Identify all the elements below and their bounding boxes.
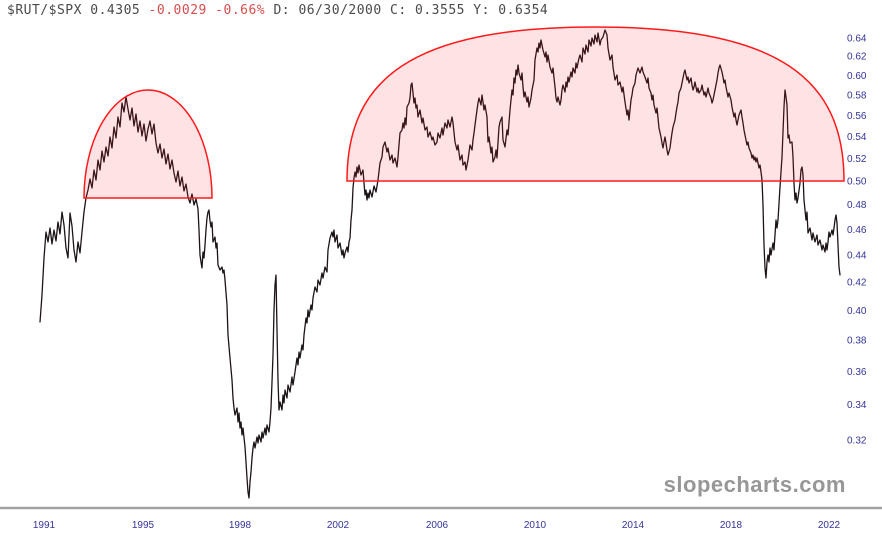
x-tick-label: 2014 (622, 520, 645, 531)
quote-header: $RUT/$SPX 0.4305 -0.0029 -0.66% D: 06/30… (7, 3, 548, 21)
y-tick-label: 0.52 (847, 154, 867, 165)
y-tick-label: 0.46 (847, 225, 867, 236)
y-tick-label: 0.50 (847, 177, 867, 188)
x-tick-label: 1998 (229, 520, 252, 531)
change-value: -0.0029 -0.66% (140, 3, 266, 18)
crosshair-readout: D: 06/30/2000 C: 0.3555 Y: 0.6354 (265, 3, 549, 18)
rounded-top-2002-2020 (346, 26, 845, 182)
price-line (39, 29, 841, 499)
slopecharts-watermark: slopecharts.com (663, 472, 846, 497)
y-axis-labels: 0.64 0.62 0.60 0.58 0.56 0.54 0.52 0.50 0.48 0.46… (847, 33, 867, 446)
y-tick-label: 0.38 (847, 336, 867, 347)
rounded-top-1993-1997 (83, 89, 213, 199)
y-tick-label: 0.60 (847, 71, 867, 82)
x-tick-label: 2010 (524, 520, 547, 531)
symbol-and-price: $RUT/$SPX 0.4305 (7, 3, 141, 18)
y-tick-label: 0.44 (847, 251, 867, 262)
x-tick-label: 2022 (818, 520, 841, 531)
x-axis-labels: 1991 1995 1998 2002 2006 2010 2014 2018 2022 (33, 520, 841, 531)
y-tick-label: 0.64 (847, 33, 867, 44)
y-tick-label: 0.58 (847, 90, 867, 101)
x-tick-label: 2006 (426, 520, 449, 531)
y-tick-label: 0.34 (847, 400, 867, 411)
y-tick-label: 0.48 (847, 200, 867, 211)
y-tick-label: 0.42 (847, 278, 867, 289)
y-tick-label: 0.56 (847, 111, 867, 122)
y-tick-label: 0.62 (847, 52, 867, 63)
y-tick-label: 0.54 (847, 132, 867, 143)
y-tick-label: 0.32 (847, 435, 867, 446)
y-tick-label: 0.40 (847, 306, 867, 317)
x-tick-label: 1991 (33, 520, 56, 531)
x-tick-label: 2018 (720, 520, 743, 531)
rounded-top-annotations (83, 26, 845, 199)
y-tick-label: 0.36 (847, 367, 867, 378)
x-tick-label: 1995 (132, 520, 155, 531)
x-tick-label: 2002 (327, 520, 350, 531)
